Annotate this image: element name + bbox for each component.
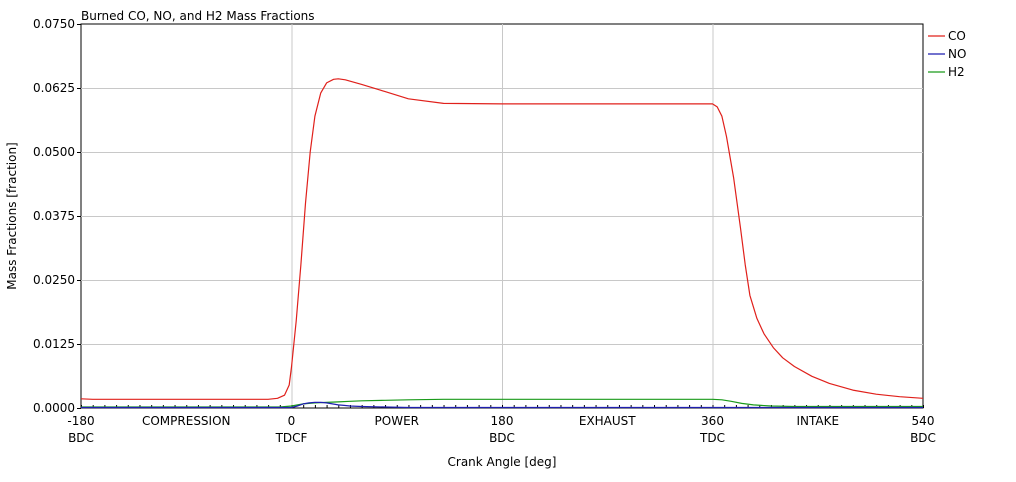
x-tick-label: 0 bbox=[288, 414, 296, 428]
chart-title: Burned CO, NO, and H2 Mass Fractions bbox=[81, 9, 315, 23]
series-line-no bbox=[81, 401, 923, 409]
y-tick-label: 0.0625 bbox=[33, 81, 75, 95]
y-tick-label: 0.0000 bbox=[33, 401, 75, 415]
axis-labels: 0.0000 0.0125 0.0250 0.0375 0.0500 0.0625 0.07… bbox=[33, 17, 936, 445]
series-line-co bbox=[80, 78, 924, 400]
y-tick-label: 0.0250 bbox=[33, 273, 75, 287]
y-tick-label: 0.0375 bbox=[33, 209, 75, 223]
stroke-phase-label: EXHAUST bbox=[579, 414, 636, 428]
legend-label-no: NO bbox=[948, 47, 966, 61]
x-tick-sublabel: TDCF bbox=[275, 431, 308, 445]
x-axis-label: Crank Angle [deg] bbox=[448, 455, 557, 469]
x-tick-label: 540 bbox=[912, 414, 935, 428]
x-tick-sublabel: TDC bbox=[699, 431, 725, 445]
legend-label-co: CO bbox=[948, 29, 966, 43]
x-tick-sublabel: BDC bbox=[489, 431, 515, 445]
x-tick-sublabel: BDC bbox=[68, 431, 94, 445]
x-tick-sublabel: BDC bbox=[910, 431, 936, 445]
series-lines bbox=[80, 78, 924, 409]
y-axis-label: Mass Fractions [fraction] bbox=[5, 142, 19, 289]
y-tick-label: 0.0500 bbox=[33, 145, 75, 159]
x-tick-label: 180 bbox=[491, 414, 514, 428]
legend-label-h2: H2 bbox=[948, 65, 965, 79]
legend: CO NO H2 bbox=[928, 29, 966, 79]
stroke-phase-label: INTAKE bbox=[796, 414, 839, 428]
grid bbox=[81, 24, 923, 408]
y-tick-label: 0.0750 bbox=[33, 17, 75, 31]
x-tick-label: -180 bbox=[67, 414, 94, 428]
stroke-phase-label: COMPRESSION bbox=[142, 414, 231, 428]
stroke-phase-label: POWER bbox=[375, 414, 419, 428]
y-tick-label: 0.0125 bbox=[33, 337, 75, 351]
x-tick-label: 360 bbox=[701, 414, 724, 428]
